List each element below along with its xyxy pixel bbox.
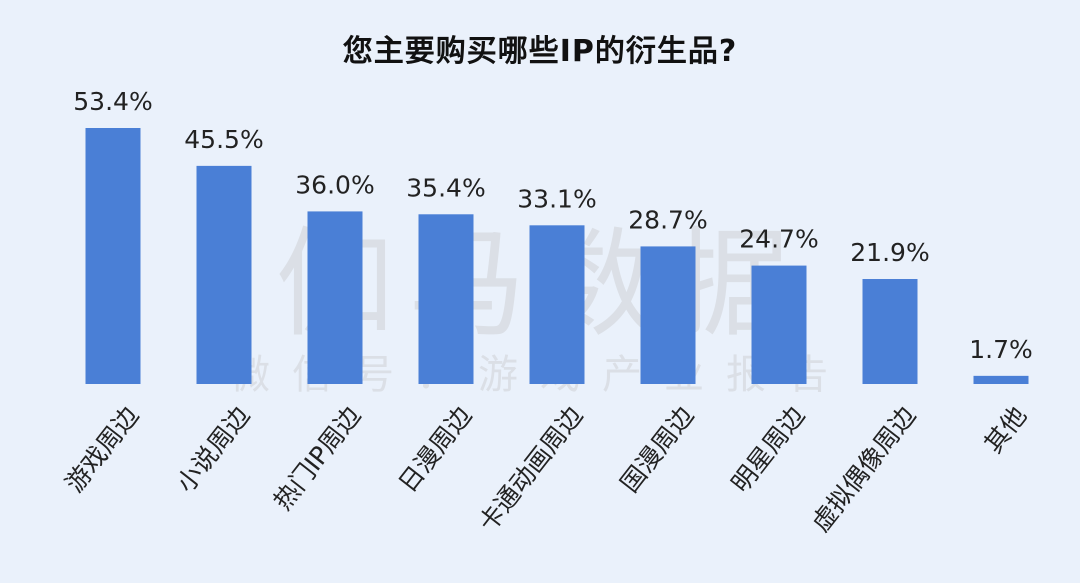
category-label-1: 游戏周边 — [60, 401, 144, 498]
value-label-4: 35.4% — [406, 173, 485, 202]
bar-4 — [418, 214, 474, 384]
category-label-9: 其他 — [979, 401, 1033, 458]
category-label-6: 国漫周边 — [615, 401, 699, 498]
category-label-4: 日漫周边 — [393, 401, 477, 498]
value-label-2: 45.5% — [184, 125, 263, 154]
value-label-3: 36.0% — [295, 170, 374, 199]
bar-3 — [307, 211, 363, 384]
category-label-3: 热门IP周边 — [268, 401, 366, 515]
bar-1 — [85, 128, 141, 384]
bars: 53.4% 游戏周边 45.5% 小说周边 36.0% 热门IP周边 35.4% 日漫周边 33… — [60, 87, 1033, 537]
value-label-5: 33.1% — [517, 184, 596, 213]
category-label-5: 卡通动画周边 — [473, 401, 588, 537]
value-label-1: 53.4% — [73, 87, 152, 116]
value-label-8: 21.9% — [850, 238, 929, 267]
category-label-8: 虚拟偶像周边 — [806, 401, 921, 537]
chart-title: 您主要购买哪些IP的衍生品? — [342, 34, 738, 69]
bar-7 — [751, 265, 807, 384]
bar-5 — [529, 225, 585, 384]
category-label-7: 明星周边 — [726, 401, 810, 498]
bar-9 — [973, 375, 1029, 384]
category-label-2: 小说周边 — [171, 401, 255, 498]
bar-2 — [196, 165, 252, 384]
value-label-6: 28.7% — [628, 205, 707, 234]
value-label-9: 1.7% — [969, 335, 1033, 364]
bar-8 — [862, 279, 918, 384]
value-label-7: 24.7% — [739, 225, 818, 254]
bar-6 — [640, 246, 696, 384]
